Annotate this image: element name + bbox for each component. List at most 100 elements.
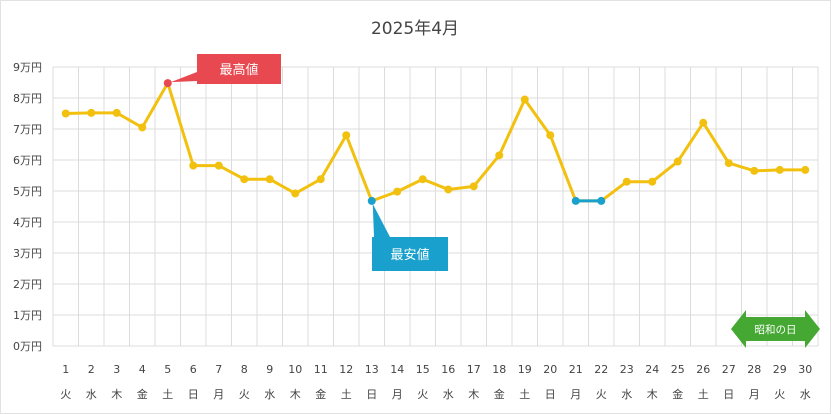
x-tick-label: 29 xyxy=(773,363,787,376)
max-callout-arrow xyxy=(170,72,197,83)
weekday-label: 月 xyxy=(570,388,581,401)
x-tick-label: 5 xyxy=(164,363,171,376)
x-tick-label: 15 xyxy=(416,363,430,376)
x-tick-label: 13 xyxy=(365,363,379,376)
x-axis-labels: 1火2水3木4金5土6日7月8火9水10木11金12土13日14月15火16水1… xyxy=(60,363,812,401)
weekday-label: 金 xyxy=(315,387,326,401)
weekday-label: 土 xyxy=(162,388,173,401)
data-point xyxy=(316,175,325,184)
weekday-label: 火 xyxy=(596,388,607,401)
weekday-label: 日 xyxy=(545,388,556,401)
weekday-label: 水 xyxy=(443,388,454,401)
y-axis-labels: 0万円 1万円 2万円 3万円 4万円 5万円 6万円 7万円 8万円 9万円 xyxy=(13,61,42,353)
data-point xyxy=(775,165,784,174)
data-point xyxy=(61,109,70,118)
weekday-label: 日 xyxy=(188,388,199,401)
weekday-label: 金 xyxy=(494,387,505,401)
x-tick-label: 1 xyxy=(62,363,69,376)
data-point xyxy=(393,187,402,196)
max-callout-box xyxy=(197,54,281,84)
x-tick-label: 17 xyxy=(467,363,481,376)
data-point xyxy=(469,182,478,191)
x-tick-label: 3 xyxy=(113,363,120,376)
x-tick-label: 16 xyxy=(441,363,455,376)
data-point xyxy=(112,108,121,117)
weekday-label: 水 xyxy=(621,388,632,401)
x-tick-label: 20 xyxy=(543,363,557,376)
data-point xyxy=(801,165,810,174)
y-tick-label: 7万円 xyxy=(13,123,42,136)
x-tick-label: 24 xyxy=(645,363,659,376)
grid-lines xyxy=(52,66,819,347)
data-point xyxy=(495,151,504,160)
data-point xyxy=(520,95,529,104)
weekday-label: 金 xyxy=(672,387,683,401)
data-point xyxy=(87,108,96,117)
data-point xyxy=(750,166,759,175)
x-tick-label: 6 xyxy=(190,363,197,376)
data-point xyxy=(571,196,580,205)
weekday-label: 火 xyxy=(417,388,428,401)
min-callout-arrow xyxy=(372,203,390,237)
x-tick-label: 21 xyxy=(569,363,583,376)
weekday-label: 水 xyxy=(264,388,275,401)
weekday-label: 月 xyxy=(213,388,224,401)
x-tick-label: 9 xyxy=(266,363,273,376)
min-callout-label: 最安値 xyxy=(390,247,429,263)
x-tick-label: 2 xyxy=(88,363,95,376)
data-point xyxy=(291,189,300,198)
y-tick-label: 6万円 xyxy=(13,154,42,167)
x-tick-label: 26 xyxy=(696,363,710,376)
weekday-label: 木 xyxy=(111,388,122,401)
data-point xyxy=(138,123,147,132)
weekday-label: 土 xyxy=(698,388,709,401)
x-tick-label: 12 xyxy=(339,363,353,376)
weekday-label: 木 xyxy=(290,388,301,401)
weekday-label: 木 xyxy=(647,388,658,401)
weekday-label: 火 xyxy=(60,388,71,401)
x-tick-label: 18 xyxy=(492,363,506,376)
data-point xyxy=(418,175,427,184)
chart-title: 2025年4月 xyxy=(371,19,459,39)
series-layer xyxy=(61,79,810,205)
data-point xyxy=(597,196,606,205)
x-tick-label: 19 xyxy=(518,363,532,376)
x-tick-label: 30 xyxy=(798,363,812,376)
data-point xyxy=(546,131,555,140)
y-tick-label: 3万円 xyxy=(13,247,42,260)
data-point xyxy=(163,79,172,88)
x-tick-label: 8 xyxy=(241,363,248,376)
data-point xyxy=(214,161,223,170)
max-callout-label: 最高値 xyxy=(219,62,258,78)
x-tick-label: 11 xyxy=(314,363,328,376)
weekday-label: 水 xyxy=(800,388,811,401)
min-callout-box xyxy=(372,237,448,271)
y-tick-label: 9万円 xyxy=(13,61,42,74)
weekday-label: 月 xyxy=(749,388,760,401)
data-point xyxy=(240,175,249,184)
data-point xyxy=(265,175,274,184)
data-point xyxy=(622,177,631,186)
weekday-label: 土 xyxy=(341,388,352,401)
x-tick-label: 7 xyxy=(215,363,222,376)
data-point xyxy=(724,159,733,168)
x-tick-label: 27 xyxy=(722,363,736,376)
data-point xyxy=(189,161,198,170)
data-point xyxy=(444,185,453,194)
weekday-label: 木 xyxy=(468,388,479,401)
x-tick-label: 22 xyxy=(594,363,608,376)
holiday-label: 昭和の日 xyxy=(755,324,797,336)
weekday-label: 金 xyxy=(137,387,148,401)
x-tick-label: 4 xyxy=(139,363,146,376)
data-point xyxy=(367,196,376,205)
x-tick-label: 25 xyxy=(671,363,685,376)
y-tick-label: 1万円 xyxy=(13,309,42,322)
weekday-label: 水 xyxy=(86,388,97,401)
weekday-label: 月 xyxy=(392,388,403,401)
x-tick-label: 23 xyxy=(620,363,634,376)
y-tick-label: 4万円 xyxy=(13,216,42,229)
weekday-label: 日 xyxy=(366,388,377,401)
